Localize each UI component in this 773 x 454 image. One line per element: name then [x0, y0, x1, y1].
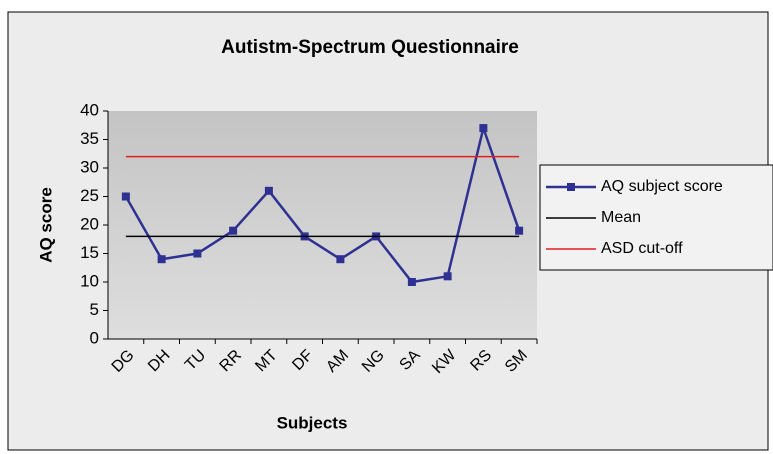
marker [479, 124, 488, 133]
marker [229, 226, 238, 235]
y-tick-label: 5 [90, 300, 99, 319]
marker [157, 255, 166, 264]
y-axis-label: AQ score [36, 187, 55, 263]
legend-marker [567, 183, 575, 191]
marker [193, 249, 202, 258]
plot-area [108, 111, 537, 339]
marker [336, 255, 345, 264]
marker [121, 192, 130, 201]
legend-label: Mean [601, 209, 641, 226]
y-tick-label: 20 [80, 214, 99, 233]
y-tick-label: 25 [80, 186, 99, 205]
legend-label: AQ subject score [601, 178, 723, 195]
y-tick-label: 35 [80, 129, 99, 148]
series-line [124, 123, 521, 284]
chart-title: Autistm-Spectrum Questionnaire [221, 37, 519, 58]
y-tick-label: 15 [80, 243, 99, 262]
legend-label: ASD cut-off [601, 240, 683, 257]
marker [407, 278, 416, 286]
x-axis-label: Subjects [277, 413, 348, 432]
y-tick-label: 30 [80, 157, 99, 176]
y-tick-label: 10 [80, 271, 99, 290]
marker [264, 186, 273, 195]
y-tick-label: 0 [90, 328, 99, 347]
marker [515, 226, 524, 235]
y-tick-label: 40 [80, 100, 99, 119]
marker [443, 272, 452, 281]
